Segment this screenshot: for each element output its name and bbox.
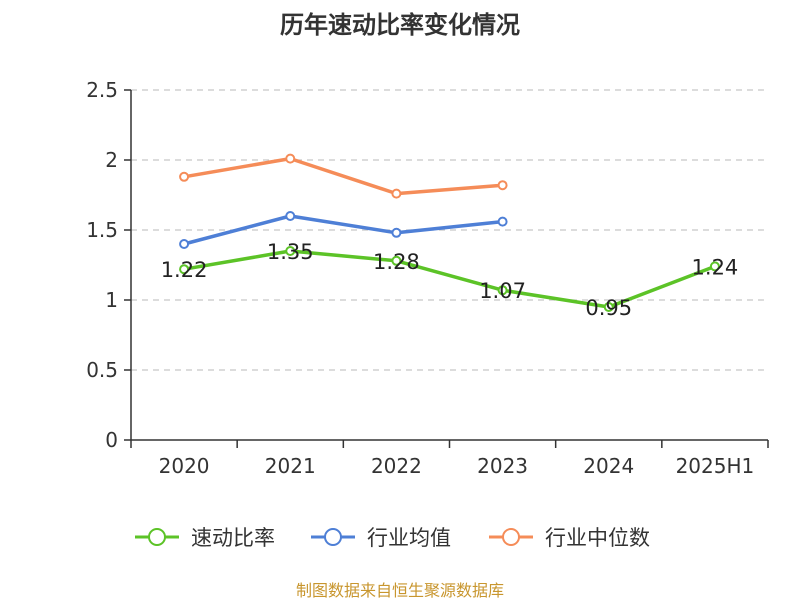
legend-label: 行业中位数 bbox=[545, 526, 650, 550]
series-line bbox=[182, 249, 717, 309]
series-lines bbox=[179, 153, 720, 312]
legend-marker bbox=[502, 528, 520, 546]
data-point bbox=[179, 264, 190, 275]
data-label: 1.07 bbox=[479, 279, 526, 303]
legend-item-speed_ratio: 速动比率 bbox=[135, 526, 275, 550]
y-tick-label: 2.5 bbox=[86, 78, 118, 102]
data-point bbox=[497, 285, 508, 296]
y-tick-label: 0.5 bbox=[86, 358, 118, 382]
x-tick-label: 2021 bbox=[265, 454, 316, 478]
y-tick-label: 1 bbox=[105, 288, 118, 312]
data-point bbox=[179, 239, 190, 249]
data-label: 1.28 bbox=[373, 250, 420, 274]
data-point bbox=[709, 261, 720, 272]
data-point bbox=[285, 211, 296, 221]
axes: 0 0.5 1 1.5 2 2.5 2020 2021 2022 2023 2024 2025H1 bbox=[86, 78, 769, 478]
source-note: 制图数据来自恒生聚源数据库 bbox=[296, 581, 504, 600]
data-point bbox=[603, 302, 614, 312]
y-tick-label: 2 bbox=[105, 148, 118, 172]
legend-marker bbox=[324, 528, 342, 546]
series-line bbox=[182, 214, 505, 246]
series-speed_ratio bbox=[179, 246, 720, 312]
x-tick-label: 2023 bbox=[477, 454, 528, 478]
legend-item-industry_avg: 行业均值 bbox=[311, 526, 451, 550]
data-label: 0.95 bbox=[585, 296, 632, 320]
data-point bbox=[497, 180, 508, 191]
data-point bbox=[179, 171, 190, 182]
legend-item-industry_median: 行业中位数 bbox=[489, 526, 650, 550]
data-label: 1.35 bbox=[267, 240, 314, 264]
x-tick-label: 2020 bbox=[159, 454, 210, 478]
x-tick-label: 2022 bbox=[371, 454, 422, 478]
legend-label: 行业均值 bbox=[367, 526, 451, 550]
chart-title: 历年速动比率变化情况 bbox=[280, 11, 520, 39]
data-point bbox=[285, 153, 296, 164]
data-point bbox=[391, 227, 402, 238]
legend-marker bbox=[148, 528, 166, 546]
legend-label: 速动比率 bbox=[191, 526, 275, 550]
series-industry_avg bbox=[179, 211, 508, 249]
data-point bbox=[391, 188, 402, 199]
data-point bbox=[391, 255, 402, 266]
data-labels: 1.22 1.35 1.28 1.07 0.95 1.24 bbox=[161, 240, 739, 320]
data-label: 1.24 bbox=[692, 255, 739, 279]
grid bbox=[131, 89, 768, 371]
series-industry_median bbox=[179, 153, 508, 199]
x-tick-label: 2025H1 bbox=[676, 454, 755, 478]
y-tick-label: 1.5 bbox=[86, 218, 118, 242]
series-line bbox=[182, 156, 505, 196]
data-label: 1.22 bbox=[161, 258, 208, 282]
data-point bbox=[497, 216, 508, 227]
legend: 速动比率 行业均值 行业中位数 bbox=[135, 526, 650, 550]
x-tick-label: 2024 bbox=[583, 454, 634, 478]
data-point bbox=[285, 246, 296, 256]
y-tick-label: 0 bbox=[105, 428, 118, 452]
